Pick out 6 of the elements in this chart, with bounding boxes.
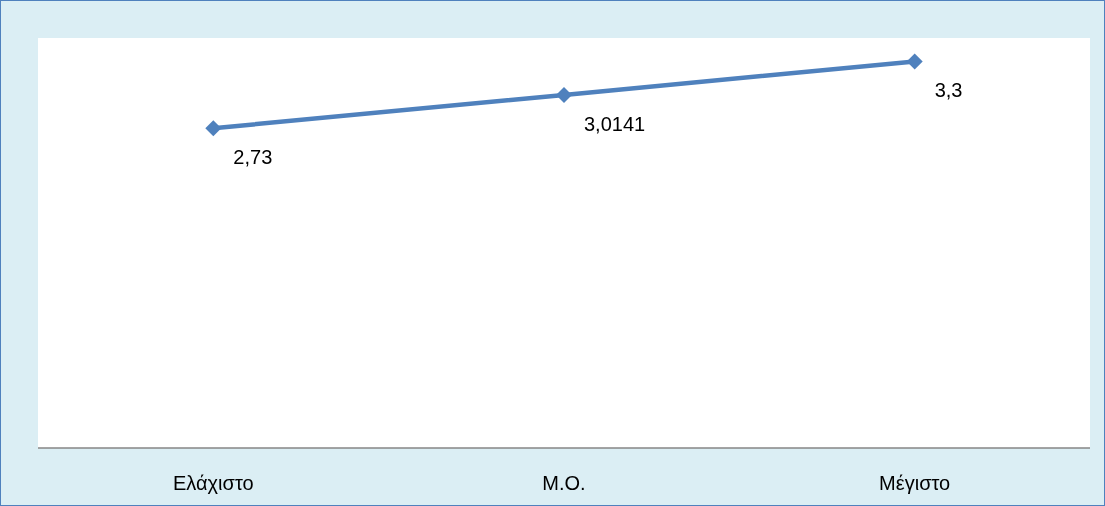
x-tick-label: Μ.Ο. — [542, 472, 586, 494]
data-label: 3,0141 — [584, 112, 646, 135]
data-label: 3,3 — [934, 79, 963, 102]
x-tick-label: Μέγιστο — [879, 472, 951, 494]
data-label: 2,73 — [233, 146, 273, 169]
x-tick-label: Ελάχιστο — [173, 472, 254, 494]
